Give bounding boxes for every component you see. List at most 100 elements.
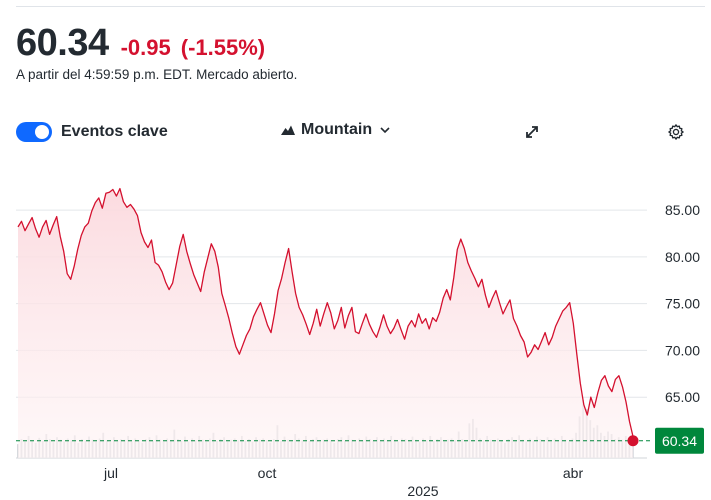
market-time-note: A partir del 4:59:59 p.m. EDT. Mercado a… — [16, 67, 298, 82]
volume-bar — [38, 437, 41, 458]
volume-bar — [169, 440, 172, 458]
volume-bar — [475, 427, 478, 458]
volume-bar — [34, 442, 37, 458]
volume-bar — [176, 439, 179, 458]
volume-bar — [137, 440, 140, 458]
volume-bar — [301, 440, 304, 458]
volume-bar — [27, 435, 30, 458]
volume-bar — [372, 440, 375, 458]
volume-bar — [226, 441, 229, 458]
volume-bar — [283, 436, 286, 458]
volume-bar — [265, 440, 268, 458]
volume-bar — [269, 442, 272, 458]
volume-bar — [582, 400, 585, 458]
volume-bar — [326, 438, 329, 458]
volume-bar — [205, 441, 208, 458]
events-toggle[interactable] — [16, 122, 52, 142]
volume-bar — [120, 439, 122, 458]
y-tick-label: 75.00 — [665, 296, 700, 312]
volume-bar — [358, 438, 361, 458]
volume-bar — [571, 438, 574, 458]
volume-bar — [457, 431, 460, 458]
volume-bar — [219, 439, 222, 458]
last-price-dot — [627, 435, 639, 447]
volume-bar — [361, 440, 364, 458]
quote-header: 60.34 -0.95 (-1.55%) — [16, 22, 265, 65]
volume-bar — [447, 439, 449, 458]
volume-bar — [91, 439, 94, 458]
volume-bar — [404, 439, 407, 458]
expand-icon[interactable] — [524, 124, 540, 140]
volume-bar — [528, 438, 531, 458]
volume-bar — [262, 438, 265, 458]
volume-bar — [109, 442, 112, 458]
volume-bar — [198, 435, 201, 458]
volume-bar — [464, 440, 467, 458]
chart-type-dropdown[interactable]: Mountain — [281, 121, 390, 139]
chart-toolbar: Eventos clave Mountain — [16, 118, 696, 148]
volume-bar — [308, 440, 311, 458]
volume-bar — [130, 441, 133, 458]
volume-bar — [77, 442, 80, 458]
volume-bar — [568, 441, 570, 458]
volume-bar — [272, 439, 275, 458]
x-tick-label: oct — [258, 465, 277, 481]
volume-bar — [152, 440, 154, 458]
volume-bar — [24, 441, 26, 458]
y-tick-label: 80.00 — [665, 249, 700, 265]
volume-bar — [248, 439, 250, 458]
volume-bar — [411, 436, 414, 458]
volume-bar — [187, 441, 190, 458]
volume-bar — [304, 435, 307, 458]
volume-bar — [468, 423, 471, 458]
volume-bar — [454, 440, 457, 458]
volume-bar — [155, 435, 158, 458]
volume-bar — [166, 438, 169, 458]
volume-bar — [194, 440, 197, 458]
volume-bar — [632, 440, 634, 458]
volume-bar — [504, 442, 506, 458]
current-price: 60.34 — [16, 22, 109, 64]
volume-bar — [436, 439, 439, 458]
volume-bar — [479, 438, 481, 458]
volume-bar — [347, 435, 350, 458]
price-line — [17, 187, 634, 437]
volume-bar — [415, 439, 417, 458]
volume-bar — [344, 440, 346, 458]
volume-bar — [258, 439, 261, 458]
volume-bar — [319, 441, 321, 458]
volume-bar — [525, 441, 528, 458]
mountain-icon — [281, 125, 295, 135]
volume-bar — [429, 435, 432, 458]
gear-icon[interactable] — [667, 123, 685, 141]
volume-bar — [592, 427, 595, 458]
volume-bar — [52, 442, 55, 458]
volume-bar — [518, 435, 521, 458]
volume-bar — [425, 440, 428, 458]
volume-bar — [507, 439, 510, 458]
volume-bar — [88, 436, 90, 458]
price-change: -0.95 — [120, 35, 171, 60]
volume-bar — [560, 435, 563, 458]
volume-bar — [603, 435, 606, 458]
volume-bar — [511, 437, 513, 458]
y-tick-label: 85.00 — [665, 202, 700, 218]
volume-bar — [575, 432, 577, 458]
volume-bar — [66, 438, 69, 458]
volume-bar — [628, 441, 631, 458]
volume-bar — [379, 441, 382, 458]
volume-bar — [536, 436, 538, 458]
volume-bar — [482, 440, 485, 458]
year-label: 2025 — [407, 483, 438, 499]
volume-bar — [184, 436, 186, 458]
volume-bar — [297, 438, 300, 458]
volume-bar — [493, 441, 496, 458]
last-price-badge — [655, 427, 704, 454]
volume-bar — [127, 435, 130, 458]
volume-bar — [223, 437, 225, 458]
chevron-down-icon — [380, 127, 390, 134]
events-toggle-label: Eventos clave — [61, 123, 168, 140]
volume-bar — [116, 440, 119, 458]
volume-bar — [354, 441, 357, 458]
volume-bar — [70, 440, 73, 458]
